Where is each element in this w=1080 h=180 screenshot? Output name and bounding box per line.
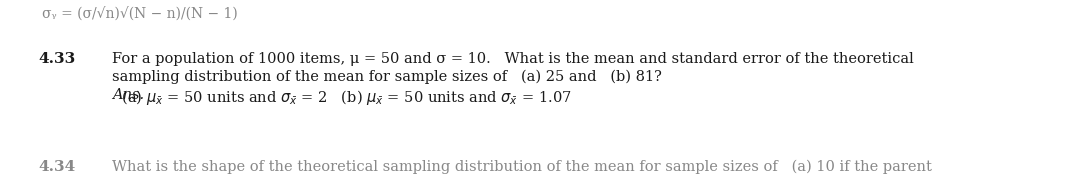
Text: 4.34: 4.34 <box>38 160 76 174</box>
Text: (a) $\mu_{\bar{x}}$ = 50 units and $\sigma_{\bar{x}}$ = 2   (b) $\mu_{\bar{x}}$ : (a) $\mu_{\bar{x}}$ = 50 units and $\sig… <box>112 88 571 107</box>
Text: Ans.: Ans. <box>112 88 144 102</box>
Text: For a population of 1000 items, μ = 50 and σ = 10.   What is the mean and standa: For a population of 1000 items, μ = 50 a… <box>112 52 914 66</box>
Text: sampling distribution of the mean for sample sizes of   (a) 25 and   (b) 81?: sampling distribution of the mean for sa… <box>112 70 662 84</box>
Text: 4.33: 4.33 <box>38 52 76 66</box>
Text: σᵧ = (σ/√n)√(N − n)/(N − 1): σᵧ = (σ/√n)√(N − n)/(N − 1) <box>42 8 238 22</box>
Text: What is the shape of the theoretical sampling distribution of the mean for sampl: What is the shape of the theoretical sam… <box>112 160 932 174</box>
